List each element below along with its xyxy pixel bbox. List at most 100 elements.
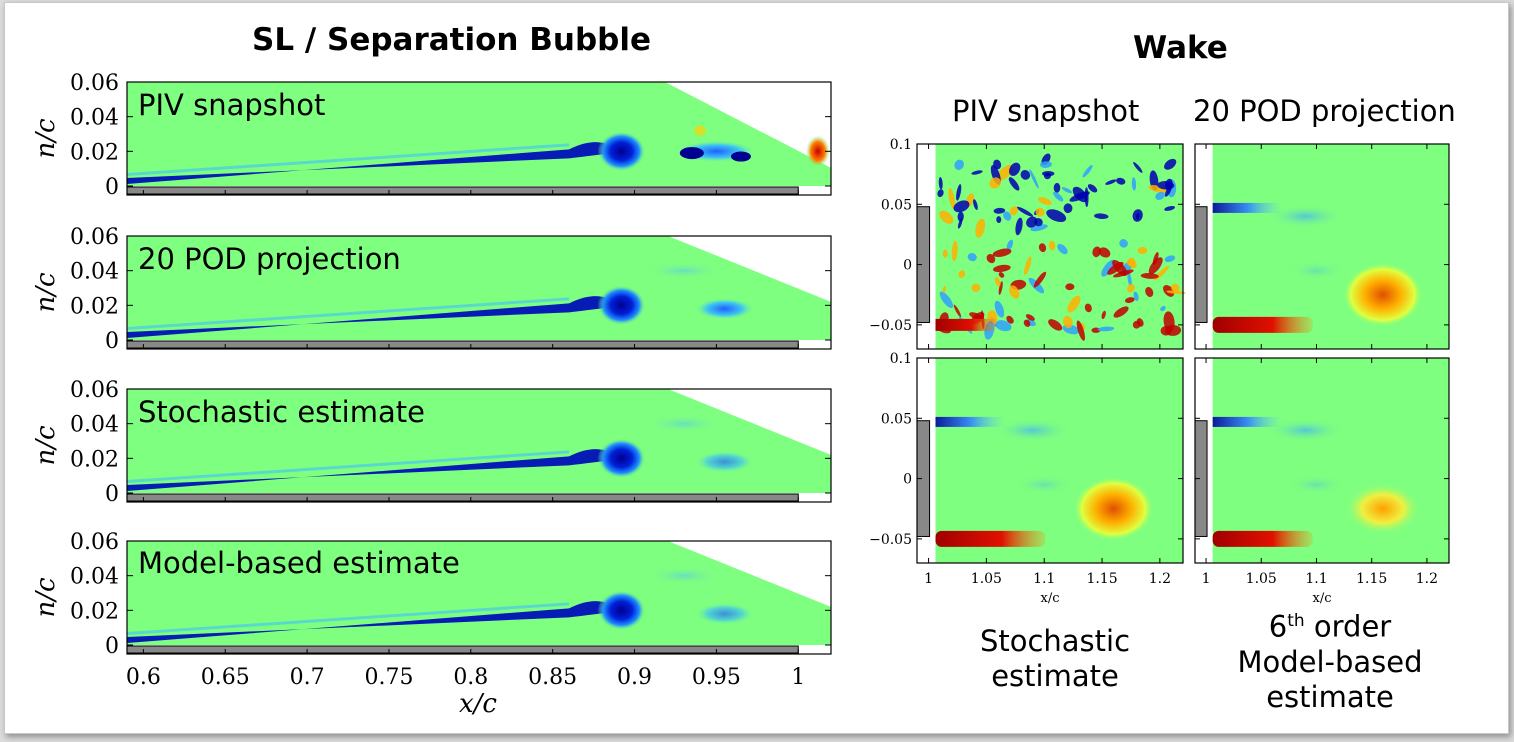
turbulent-structure [1148, 185, 1168, 193]
turbulent-structure [1087, 184, 1098, 193]
turbulent-structure [1035, 207, 1045, 217]
turbulent-structure [1067, 295, 1081, 313]
upper-wake-structure [1265, 204, 1346, 229]
x-tick-label: 0.65 [201, 665, 250, 690]
turbulent-structure [1048, 319, 1063, 331]
upper-shear-layer [1212, 416, 1283, 427]
x-tick-label: 1 [1202, 571, 1211, 587]
upper-wake-structure [992, 418, 1073, 443]
x-tick-label: 0.85 [528, 665, 577, 690]
caption-col2-order-word: order [1304, 609, 1392, 644]
trailing-edge-vortex [805, 135, 830, 168]
turbulent-structure [1140, 273, 1159, 279]
x-tick-label: 1.15 [1356, 571, 1387, 587]
caption-col2-superscript: th [1287, 611, 1305, 631]
turbulent-structure [942, 249, 948, 258]
turbulent-structure [1098, 247, 1111, 258]
y-axis-label: y/c [860, 237, 861, 257]
shear-layer [127, 601, 610, 643]
turbulent-structure [1132, 209, 1143, 222]
caption-col2-line3: estimate [1266, 679, 1394, 714]
turbulent-structure [998, 281, 1003, 295]
turbulent-structure [1016, 206, 1034, 217]
x-tick-label: 1.05 [1246, 571, 1277, 587]
turbulent-structure [942, 285, 946, 293]
faint-structure [1286, 474, 1347, 495]
wake-panel-2 [1194, 143, 1450, 350]
turbulent-structure [1145, 287, 1154, 298]
turbulent-structure [1101, 259, 1116, 277]
turbulent-structure [1127, 271, 1132, 288]
turbulent-structure [948, 188, 956, 210]
y-tick-label: 0.02 [70, 599, 119, 624]
turbulent-structure [1023, 319, 1031, 327]
right-col2-header: 20 POD projection [1193, 94, 1456, 128]
plate-surface [126, 493, 799, 502]
x-tick-label: 1.2 [1149, 571, 1171, 587]
primary-vortex [597, 590, 646, 631]
y-tick-label: 0 [105, 329, 119, 354]
x-tick-label: 1.1 [1033, 571, 1055, 587]
downstream-vortex [694, 297, 755, 320]
y-tick-label: −0.05 [869, 532, 912, 548]
y-tick-label: 0 [105, 175, 119, 200]
turbulent-structure [953, 200, 970, 213]
y-tick-label: 0.04 [70, 260, 119, 285]
turbulent-structure [993, 207, 1006, 214]
turbulent-structure [1137, 246, 1148, 255]
downstream-vortex [694, 602, 755, 625]
caption-col2: 6th order Model-based estimate [1220, 604, 1440, 715]
shear-layer [127, 296, 610, 338]
turbulent-structure [1171, 283, 1180, 292]
turbulent-structure [1057, 243, 1068, 255]
x-tick-label: 0.8 [453, 665, 488, 690]
left-panel-2: 0 0.02 0.04 0.06 n/c [31, 225, 832, 354]
faint-structure [1286, 260, 1347, 281]
faint-structure [643, 261, 724, 280]
turbulent-structure [1033, 271, 1047, 288]
turbulent-structure [1105, 179, 1117, 185]
turbulent-structure [956, 184, 962, 201]
turbulent-structure [986, 253, 996, 264]
turbulent-structure [1133, 291, 1139, 302]
wake-panel-1: −0.05 0 0.05 0.1 y/c [860, 137, 1186, 350]
caption-col2-line1: 6th order [1220, 604, 1440, 645]
y-tick-label: 0.05 [881, 411, 912, 427]
x-tick-label: 0.9 [617, 665, 652, 690]
x-axis-label: x/c [1041, 591, 1060, 606]
turbulent-structure [1124, 297, 1135, 303]
turbulent-structure [973, 199, 978, 211]
faint-structure [643, 566, 724, 585]
y-tick-label: 0.1 [890, 137, 912, 153]
faint-structure [643, 414, 724, 433]
downstream-vortex [694, 450, 755, 473]
turbulent-structure [957, 211, 964, 222]
turbulent-structure [1009, 206, 1018, 216]
turbulent-structure [951, 240, 958, 262]
turbulent-structure [1092, 246, 1101, 258]
turbulent-structure [1015, 217, 1023, 236]
flow-field [127, 541, 831, 645]
panel-frame [1194, 357, 1450, 564]
left-x-axis-label: x/c [459, 689, 497, 719]
turbulent-structure [1040, 161, 1052, 168]
upper-shear-layer [1212, 202, 1283, 213]
turbulent-structure [1128, 259, 1137, 269]
x-tick-label: 1.05 [971, 571, 1002, 587]
turbulent-structure [989, 177, 1001, 189]
faint-structure [1014, 474, 1075, 495]
caption-col2-line2: Model-based [1237, 644, 1423, 679]
y-axis-label: n/c [31, 118, 61, 159]
turbulent-structure [1025, 314, 1035, 321]
lower-wake-vortex [1344, 482, 1421, 535]
left-panel-label-4: Model-based estimate [138, 546, 460, 580]
x-tick-label: 0.7 [290, 665, 325, 690]
y-tick-label: 0.04 [70, 565, 119, 590]
panel-frame [126, 81, 832, 196]
turbulent-structure [1065, 283, 1075, 291]
y-tick-label: 0.06 [70, 71, 119, 96]
shear-layer-edge [127, 143, 570, 176]
turbulent-structure [1155, 191, 1165, 200]
plate-surface [126, 186, 799, 195]
turbulent-structure [1164, 255, 1176, 262]
